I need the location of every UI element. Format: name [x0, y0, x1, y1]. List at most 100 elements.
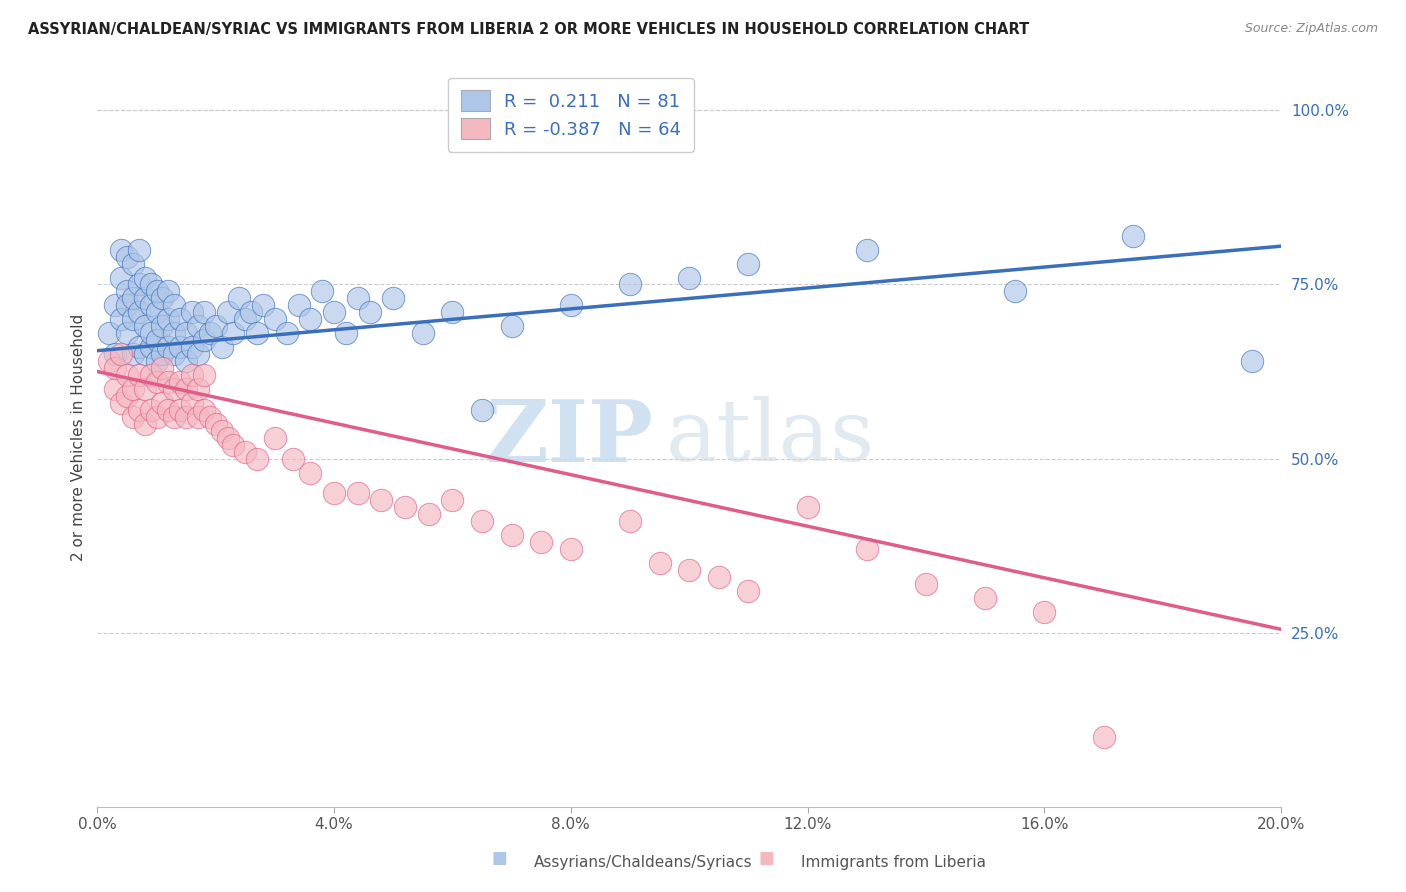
Text: ZIP: ZIP	[486, 396, 654, 480]
Point	[915, 577, 938, 591]
Point	[139, 326, 162, 341]
Point	[707, 570, 730, 584]
Point	[233, 312, 256, 326]
Point	[128, 277, 150, 292]
Point	[128, 403, 150, 417]
Point	[501, 319, 523, 334]
Point	[471, 403, 494, 417]
Point	[145, 354, 167, 368]
Point	[204, 417, 226, 431]
Point	[174, 382, 197, 396]
Point	[157, 312, 180, 326]
Point	[157, 375, 180, 389]
Point	[134, 417, 156, 431]
Point	[139, 368, 162, 382]
Point	[128, 368, 150, 382]
Point	[115, 389, 138, 403]
Point	[110, 347, 132, 361]
Point	[115, 326, 138, 341]
Point	[128, 243, 150, 257]
Point	[370, 493, 392, 508]
Point	[181, 396, 204, 410]
Text: ■: ■	[758, 849, 775, 867]
Point	[181, 340, 204, 354]
Point	[619, 514, 641, 528]
Point	[1004, 285, 1026, 299]
Point	[139, 277, 162, 292]
Point	[382, 292, 405, 306]
Point	[1240, 354, 1263, 368]
Point	[145, 375, 167, 389]
Point	[139, 340, 162, 354]
Point	[115, 298, 138, 312]
Point	[152, 361, 174, 376]
Point	[139, 403, 162, 417]
Point	[240, 305, 263, 319]
Point	[169, 403, 191, 417]
Point	[281, 451, 304, 466]
Point	[163, 298, 186, 312]
Point	[163, 326, 186, 341]
Point	[1122, 228, 1144, 243]
Point	[115, 250, 138, 264]
Point	[134, 270, 156, 285]
Point	[121, 409, 143, 424]
Point	[187, 319, 209, 334]
Text: Immigrants from Liberia: Immigrants from Liberia	[801, 855, 987, 870]
Point	[157, 403, 180, 417]
Point	[233, 444, 256, 458]
Point	[418, 508, 440, 522]
Point	[134, 347, 156, 361]
Point	[560, 542, 582, 557]
Point	[187, 347, 209, 361]
Point	[174, 326, 197, 341]
Point	[121, 292, 143, 306]
Point	[276, 326, 298, 341]
Point	[104, 298, 127, 312]
Text: ASSYRIAN/CHALDEAN/SYRIAC VS IMMIGRANTS FROM LIBERIA 2 OR MORE VEHICLES IN HOUSEH: ASSYRIAN/CHALDEAN/SYRIAC VS IMMIGRANTS F…	[28, 22, 1029, 37]
Point	[198, 409, 221, 424]
Point	[737, 256, 759, 270]
Point	[737, 584, 759, 599]
Point	[211, 340, 233, 354]
Point	[323, 305, 346, 319]
Point	[145, 409, 167, 424]
Point	[174, 409, 197, 424]
Point	[134, 382, 156, 396]
Point	[187, 409, 209, 424]
Point	[252, 298, 274, 312]
Point	[335, 326, 357, 341]
Point	[311, 285, 333, 299]
Point	[152, 319, 174, 334]
Point	[115, 368, 138, 382]
Point	[169, 375, 191, 389]
Point	[121, 312, 143, 326]
Point	[974, 591, 997, 605]
Point	[346, 486, 368, 500]
Y-axis label: 2 or more Vehicles in Household: 2 or more Vehicles in Household	[72, 314, 86, 561]
Point	[198, 326, 221, 341]
Point	[110, 312, 132, 326]
Point	[145, 333, 167, 347]
Point	[163, 409, 186, 424]
Point	[299, 312, 322, 326]
Point	[157, 285, 180, 299]
Point	[181, 368, 204, 382]
Point	[169, 312, 191, 326]
Point	[796, 500, 818, 515]
Point	[104, 382, 127, 396]
Point	[323, 486, 346, 500]
Point	[152, 347, 174, 361]
Point	[193, 368, 215, 382]
Point	[264, 431, 287, 445]
Text: Source: ZipAtlas.com: Source: ZipAtlas.com	[1244, 22, 1378, 36]
Point	[104, 361, 127, 376]
Point	[217, 305, 239, 319]
Point	[1033, 605, 1056, 619]
Point	[619, 277, 641, 292]
Point	[359, 305, 381, 319]
Point	[193, 305, 215, 319]
Point	[121, 347, 143, 361]
Point	[152, 396, 174, 410]
Text: Assyrians/Chaldeans/Syriacs: Assyrians/Chaldeans/Syriacs	[534, 855, 752, 870]
